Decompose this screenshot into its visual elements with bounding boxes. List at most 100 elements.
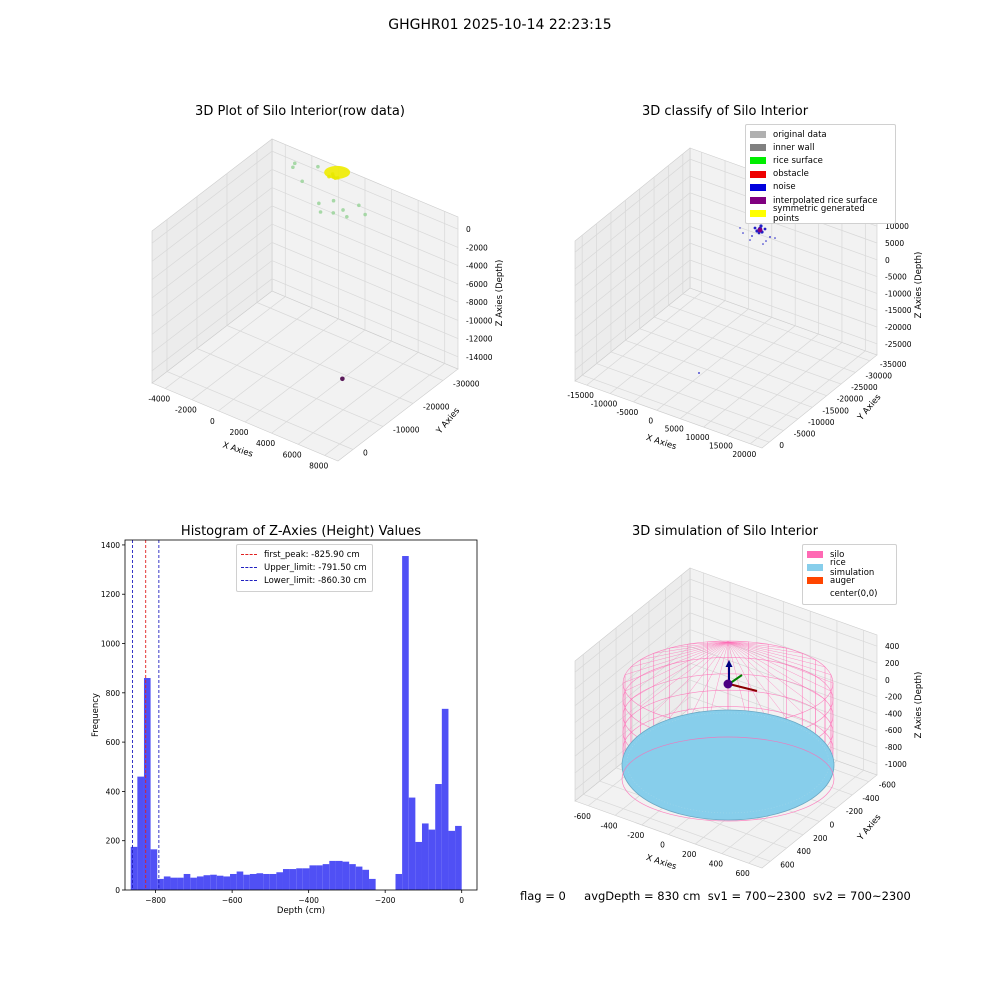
histogram-bar	[196, 876, 204, 890]
p1-z-tick-label: -6000	[466, 280, 488, 289]
p1-y-gridline	[166, 371, 354, 450]
p2-noise-point	[742, 232, 744, 234]
histogram-bar	[335, 860, 343, 890]
p1-z-gridline	[151, 187, 459, 280]
legend-label: Upper_limit: -791.50 cm	[264, 562, 367, 573]
histogram-bar	[223, 876, 231, 890]
p2-z-tick-label: -25000	[885, 340, 912, 349]
histogram-bar	[276, 872, 283, 890]
histogram-bar	[309, 865, 317, 890]
p4-x-tick-label: -400	[601, 821, 618, 830]
rice-simulation-surface	[621, 709, 835, 821]
p4-z-tick-label: -200	[885, 693, 902, 702]
histogram-bar	[289, 869, 297, 890]
avg-depth-text: avgDepth = 830 cm	[584, 889, 701, 903]
panel4-3d-simulation: -600-400-20002004006006004002000-200-400…	[574, 567, 924, 878]
p2-y-tick-label: -30000	[865, 371, 892, 380]
legend-swatch	[241, 554, 257, 556]
p2-x-gridline	[703, 333, 819, 428]
p2-y-gridline	[625, 339, 813, 408]
p2-x-gridline	[656, 317, 773, 411]
p2-noise-point	[759, 224, 763, 228]
p2-z-gridline	[574, 242, 878, 337]
p2-y-gridline	[610, 351, 799, 420]
silo-roof-line	[630, 641, 729, 668]
histogram-y-tick-label: 200	[106, 837, 121, 846]
p2-x-tick-label: 20000	[732, 450, 756, 459]
histogram-bar	[170, 877, 178, 890]
histogram-bar	[130, 846, 138, 890]
p2-z-gridline	[574, 259, 878, 354]
p4-x-tick-label: 200	[682, 850, 697, 859]
p1-x-tick-label: -4000	[148, 395, 170, 404]
p2-x-tick-label: 15000	[709, 441, 733, 450]
legend-swatch	[807, 551, 823, 559]
p1-x-gridline	[165, 296, 286, 389]
histogram-x-tick-label: −400	[298, 896, 319, 905]
p1-z-tick-label: 0	[466, 225, 471, 234]
silo-roof-line	[669, 641, 729, 719]
silo-roof-line	[669, 641, 729, 649]
silo-roof-line	[624, 641, 729, 676]
histogram-bar	[441, 708, 449, 890]
legend-swatch	[807, 591, 823, 598]
histogram-y-tick-label: 600	[106, 738, 121, 747]
p1-x-tick-label: 8000	[309, 461, 328, 470]
p4-z-tick-label: -1000	[885, 760, 907, 769]
p1-x-tick-label: 4000	[256, 439, 275, 448]
panel2-legend: original data inner wall rice surface ob…	[745, 124, 896, 225]
panel4-legend: silo rice simulation auger center(0,0)	[802, 544, 897, 605]
histogram-bar	[329, 860, 336, 890]
p1-y-tick-label: 0	[363, 449, 368, 458]
legend-label: noise	[773, 182, 796, 193]
legend-item: auger	[807, 574, 892, 587]
legend-label: rice simulation	[830, 557, 875, 578]
p2-x-tick-label: 0	[648, 416, 653, 425]
silo-roof-line	[727, 641, 826, 668]
p2-z-tick-label: -15000	[885, 306, 912, 315]
legend-swatch	[241, 567, 257, 569]
flag-text: flag = 0	[520, 889, 566, 903]
legend-swatch	[750, 210, 766, 218]
p2-y-gridline	[582, 374, 770, 443]
histogram-x-tick-label: −600	[222, 896, 243, 905]
histogram-y-tick-label: 1000	[101, 640, 120, 649]
p1-z-gridline	[151, 150, 459, 244]
p4-y-axis-label: Y Axies	[855, 812, 883, 843]
p1-x-gridline	[324, 363, 445, 456]
p1-data-point	[341, 208, 345, 212]
auger-z-arrowhead	[725, 660, 733, 667]
p1-data-point	[316, 164, 320, 169]
silo-roof-line	[653, 641, 729, 654]
histogram-bar	[408, 797, 416, 890]
center-marker	[723, 679, 733, 689]
panel3-histogram: −800 −600 −400 −200 0 0 200 400 600 800 1000 1200 14…	[91, 539, 478, 916]
p2-z-axis-label: Z Axies (Depth)	[914, 252, 924, 319]
histogram-bar	[137, 776, 144, 890]
p4-z-gridline	[574, 662, 878, 757]
histogram-bar	[448, 830, 456, 890]
p2-y-tick-label: -25000	[851, 383, 878, 392]
p2-interpolated-point	[757, 227, 763, 233]
legend-label: interpolated rice surface	[773, 195, 878, 206]
histogram-bar	[362, 869, 370, 890]
p1-data-point	[292, 161, 297, 166]
histogram-y-tick-label: 1200	[101, 590, 120, 599]
histogram-x-tick-label: 0	[459, 896, 464, 905]
p1-x-axis-label: X Axies	[221, 440, 254, 459]
histogram-bar	[210, 874, 217, 890]
silo-bottom-ring	[621, 736, 835, 822]
legend-swatch	[807, 577, 823, 585]
legend-swatch	[750, 170, 766, 178]
silo-roof-line	[727, 641, 803, 713]
panel1-3d-raw-data: -4000-2000020004000600080000-10000-20000…	[148, 138, 505, 470]
p2-noise-point	[774, 237, 776, 239]
histogram-bar	[421, 823, 429, 890]
p4-y-tick-label: -600	[879, 781, 896, 790]
p4-x-tick-label: 0	[660, 841, 665, 850]
p1-data-point	[331, 198, 336, 203]
p1-y-gridline	[226, 325, 414, 404]
p1-z-tick-label: -14000	[466, 353, 493, 362]
p2-z-gridline	[574, 209, 878, 303]
p2-noise-point	[739, 227, 741, 229]
